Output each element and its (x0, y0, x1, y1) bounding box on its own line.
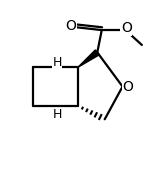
Text: O: O (65, 19, 76, 33)
Text: O: O (122, 80, 133, 94)
Text: O: O (121, 21, 132, 35)
Text: H: H (52, 108, 62, 121)
Polygon shape (78, 50, 99, 67)
Text: H: H (52, 56, 62, 69)
